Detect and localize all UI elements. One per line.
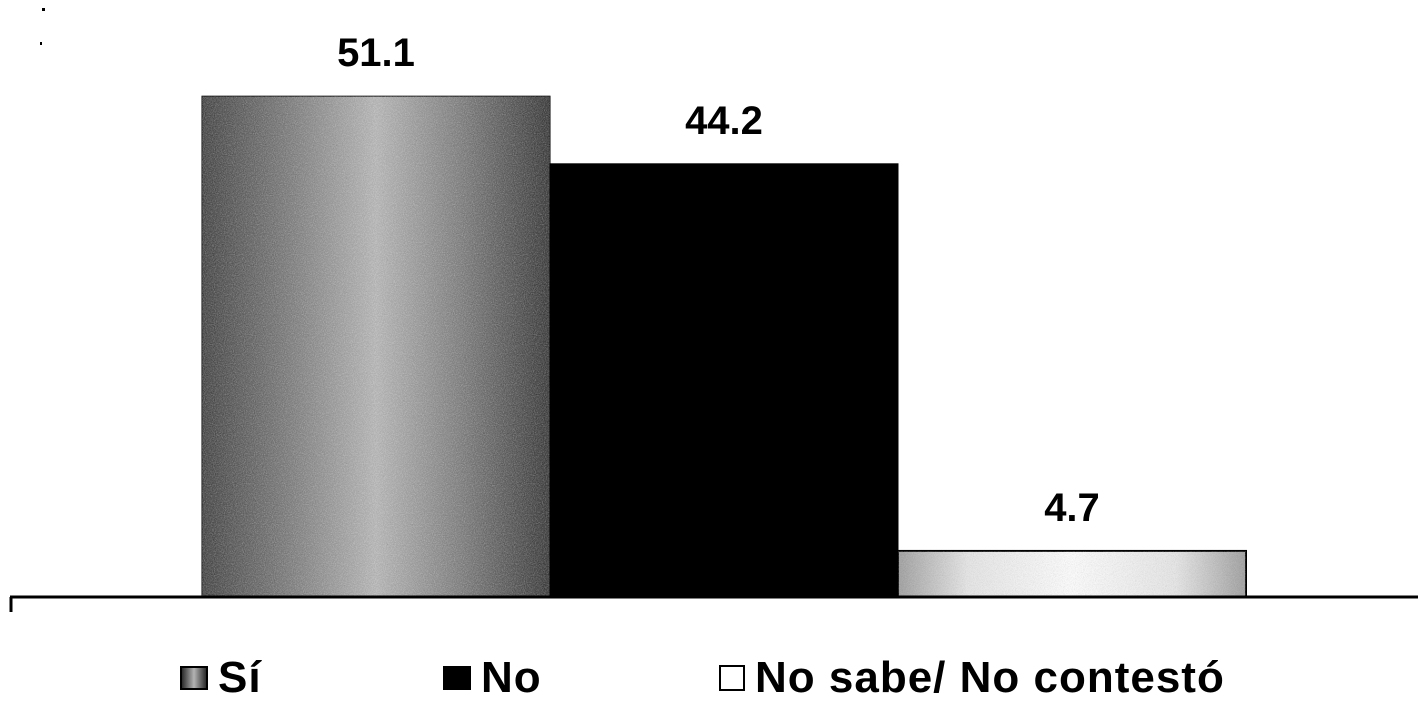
- legend-label-si: Sí: [218, 653, 262, 702]
- bar-no: [549, 163, 899, 598]
- legend-label-no: No: [481, 653, 542, 702]
- legend: Sí No No sabe/ No contestó: [0, 648, 1418, 708]
- bar-texture-ns-nc: [898, 550, 1246, 597]
- legend-label-ns-nc: No sabe/ No contestó: [755, 653, 1225, 702]
- bar-texture-si: [202, 96, 550, 598]
- legend-swatch-no: [443, 666, 471, 690]
- legend-swatch-si: [180, 666, 208, 690]
- value-label-si: 51.1: [337, 31, 415, 75]
- scan-artifact: [42, 8, 45, 11]
- scan-artifact: [40, 42, 42, 45]
- value-label-no: 44.2: [685, 99, 763, 143]
- value-label-ns-nc: 4.7: [1044, 486, 1100, 530]
- legend-item-ns-nc: No sabe/ No contestó: [719, 648, 1225, 708]
- value-labels-group: 51.1 44.2 4.7: [337, 31, 1100, 530]
- legend-item-si: Sí: [180, 648, 262, 708]
- legend-swatch-ns-nc: [719, 665, 745, 691]
- bars-group: [201, 95, 1247, 598]
- legend-item-no: No: [443, 648, 542, 708]
